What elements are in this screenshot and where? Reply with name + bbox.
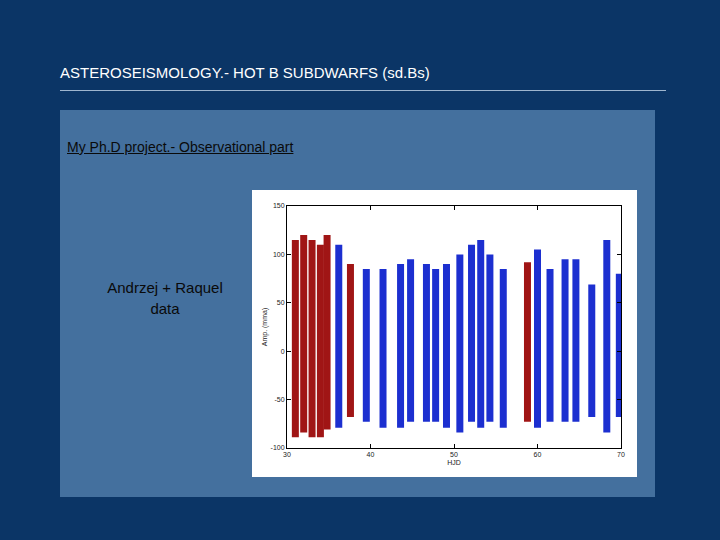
html-text:ASTEROSEISMOLOGY.- HOT B SUBDW: ASTEROSEISMOLOGY.- HOT B SUBDWARFS (sd.B… (60, 64, 430, 81)
svg-text:Amp. (mma): Amp. (mma) (261, 308, 269, 347)
svg-text:-100: -100 (271, 444, 285, 451)
svg-text:150: 150 (273, 202, 285, 209)
svg-text:100: 100 (273, 251, 285, 258)
svg-text:HJD: HJD (447, 459, 461, 466)
svg-text:-50: -50 (274, 396, 284, 403)
svg-text:50: 50 (450, 451, 458, 458)
svg-text:40: 40 (367, 451, 375, 458)
html-text:data: data (150, 300, 180, 317)
html-text:My Ph.D project.- Observationa: My Ph.D project.- Observational part (67, 139, 294, 155)
html-text:Andrzej + Raquel: Andrzej + Raquel (107, 279, 223, 296)
svg-text:70: 70 (617, 451, 625, 458)
svg-text:30: 30 (283, 451, 291, 458)
svg-text:60: 60 (534, 451, 542, 458)
svg-text:0: 0 (281, 348, 285, 355)
svg-text:50: 50 (277, 299, 285, 306)
